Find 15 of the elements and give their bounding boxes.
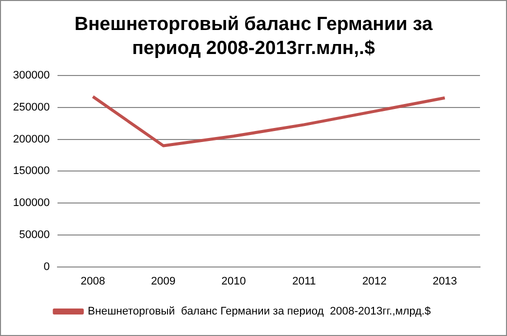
x-tick-label: 2008 <box>80 275 106 288</box>
x-tick-label: 2009 <box>151 275 176 288</box>
chart-title: Внешнеторговый баланс Германии за период 2008-2013гг.млн,.$ <box>73 13 434 61</box>
x-tick-label: 2010 <box>221 275 246 288</box>
x-tick-label: 2012 <box>362 275 387 288</box>
y-tick-label: 300000 <box>12 70 50 82</box>
x-tick-label: 2013 <box>432 275 458 288</box>
legend-label: Внешнеторговый баланс Германии за период 2008-2013гг.,млрд.$ <box>88 306 431 318</box>
y-tick-label: 200000 <box>12 133 50 146</box>
x-tick-label: 2011 <box>292 275 316 288</box>
y-tick-label: 150000 <box>12 165 50 178</box>
y-tick-label: 0 <box>44 260 50 273</box>
y-tick-label: 50000 <box>19 228 50 241</box>
y-tick-label: 100000 <box>12 197 50 210</box>
y-tick-label: 250000 <box>12 102 50 114</box>
